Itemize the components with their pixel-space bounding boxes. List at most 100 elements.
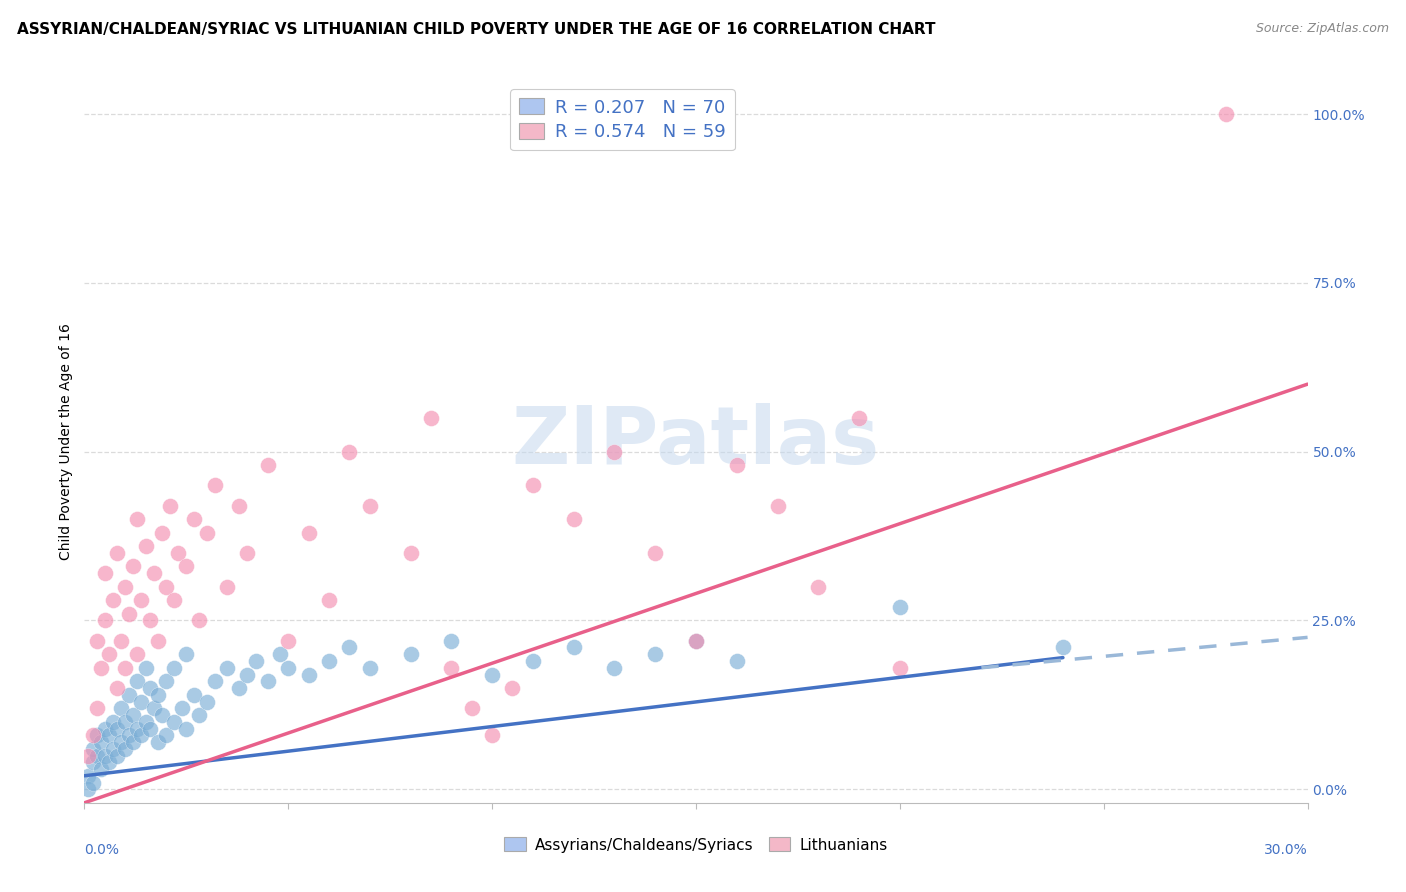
Point bbox=[183, 512, 205, 526]
Point bbox=[359, 661, 381, 675]
Point bbox=[1215, 107, 1237, 121]
Point bbox=[114, 661, 136, 675]
Point bbox=[163, 714, 186, 729]
Point bbox=[644, 546, 666, 560]
Point bbox=[110, 633, 132, 648]
Point bbox=[105, 722, 128, 736]
Point bbox=[138, 681, 160, 695]
Point bbox=[257, 674, 280, 689]
Point bbox=[339, 444, 361, 458]
Point bbox=[150, 708, 173, 723]
Point bbox=[105, 748, 128, 763]
Point bbox=[644, 647, 666, 661]
Point bbox=[118, 688, 141, 702]
Point bbox=[77, 769, 100, 783]
Point bbox=[725, 654, 748, 668]
Point bbox=[228, 499, 250, 513]
Point bbox=[174, 647, 197, 661]
Point bbox=[318, 593, 340, 607]
Point bbox=[257, 458, 280, 472]
Point bbox=[93, 614, 115, 628]
Point bbox=[204, 674, 226, 689]
Point bbox=[86, 748, 108, 763]
Point bbox=[155, 580, 177, 594]
Point bbox=[146, 633, 169, 648]
Text: ASSYRIAN/CHALDEAN/SYRIAC VS LITHUANIAN CHILD POVERTY UNDER THE AGE OF 16 CORRELA: ASSYRIAN/CHALDEAN/SYRIAC VS LITHUANIAN C… bbox=[17, 22, 935, 37]
Point bbox=[298, 525, 321, 540]
Point bbox=[481, 667, 503, 681]
Point bbox=[101, 741, 124, 756]
Point bbox=[135, 539, 157, 553]
Point bbox=[522, 654, 544, 668]
Point bbox=[399, 546, 422, 560]
Point bbox=[217, 661, 239, 675]
Point bbox=[114, 580, 136, 594]
Point bbox=[105, 546, 128, 560]
Point bbox=[118, 728, 141, 742]
Point bbox=[339, 640, 361, 655]
Point bbox=[889, 661, 911, 675]
Point bbox=[236, 546, 259, 560]
Point bbox=[440, 633, 463, 648]
Point bbox=[138, 614, 160, 628]
Point bbox=[522, 478, 544, 492]
Point bbox=[562, 512, 585, 526]
Point bbox=[277, 661, 299, 675]
Point bbox=[174, 559, 197, 574]
Point bbox=[105, 681, 128, 695]
Point bbox=[167, 546, 190, 560]
Point bbox=[155, 674, 177, 689]
Point bbox=[848, 411, 870, 425]
Point bbox=[82, 741, 104, 756]
Point bbox=[236, 667, 259, 681]
Point bbox=[93, 722, 115, 736]
Point bbox=[807, 580, 830, 594]
Point bbox=[110, 735, 132, 749]
Point bbox=[204, 478, 226, 492]
Point bbox=[502, 681, 524, 695]
Point bbox=[90, 661, 112, 675]
Point bbox=[461, 701, 484, 715]
Point bbox=[150, 525, 173, 540]
Point bbox=[1052, 640, 1074, 655]
Point bbox=[685, 633, 707, 648]
Point bbox=[217, 580, 239, 594]
Point bbox=[93, 566, 115, 581]
Point bbox=[122, 708, 145, 723]
Point bbox=[172, 701, 194, 715]
Point bbox=[228, 681, 250, 695]
Text: ZIPatlas: ZIPatlas bbox=[512, 402, 880, 481]
Point bbox=[174, 722, 197, 736]
Point bbox=[110, 701, 132, 715]
Point bbox=[138, 722, 160, 736]
Point bbox=[86, 701, 108, 715]
Point bbox=[131, 593, 153, 607]
Point bbox=[481, 728, 503, 742]
Text: Source: ZipAtlas.com: Source: ZipAtlas.com bbox=[1256, 22, 1389, 36]
Point bbox=[889, 599, 911, 614]
Point bbox=[135, 661, 157, 675]
Point bbox=[766, 499, 789, 513]
Point bbox=[359, 499, 381, 513]
Point bbox=[118, 607, 141, 621]
Legend: Assyrians/Chaldeans/Syriacs, Lithuanians: Assyrians/Chaldeans/Syriacs, Lithuanians bbox=[496, 830, 896, 860]
Point bbox=[90, 735, 112, 749]
Point bbox=[195, 694, 218, 708]
Point bbox=[603, 661, 626, 675]
Point bbox=[90, 762, 112, 776]
Point bbox=[82, 775, 104, 789]
Point bbox=[420, 411, 443, 425]
Point bbox=[183, 688, 205, 702]
Point bbox=[127, 674, 149, 689]
Point bbox=[187, 614, 209, 628]
Point bbox=[277, 633, 299, 648]
Point bbox=[77, 748, 100, 763]
Point bbox=[101, 714, 124, 729]
Point bbox=[122, 559, 145, 574]
Point bbox=[187, 708, 209, 723]
Point bbox=[269, 647, 291, 661]
Point bbox=[245, 654, 267, 668]
Point bbox=[86, 728, 108, 742]
Point bbox=[93, 748, 115, 763]
Point bbox=[146, 735, 169, 749]
